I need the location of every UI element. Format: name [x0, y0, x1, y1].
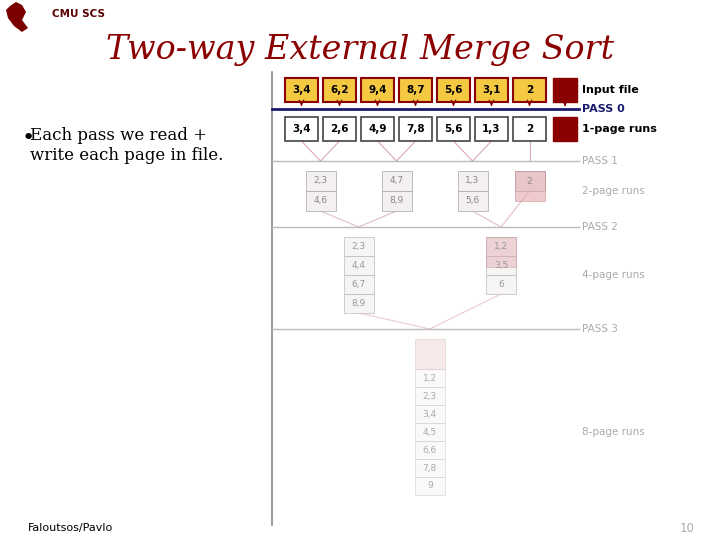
Text: 8,9: 8,9 [390, 197, 404, 206]
Text: 10: 10 [680, 522, 695, 535]
Text: 1-page runs: 1-page runs [582, 124, 657, 134]
Text: 2-page runs: 2-page runs [582, 186, 644, 196]
Text: 9: 9 [427, 482, 433, 490]
Text: 3,4: 3,4 [292, 85, 311, 95]
Text: 8-page runs: 8-page runs [582, 427, 644, 437]
Text: 2,3: 2,3 [351, 242, 366, 251]
Text: 8,7: 8,7 [406, 85, 425, 95]
Bar [415, 387, 445, 405]
Bar [415, 423, 445, 441]
Text: 2,3: 2,3 [423, 392, 437, 401]
Text: 3,1: 3,1 [482, 85, 500, 95]
Bar [553, 117, 577, 141]
Text: Input file: Input file [582, 85, 639, 95]
Bar [475, 117, 508, 141]
Text: 6: 6 [498, 280, 504, 289]
Text: 7,8: 7,8 [423, 463, 437, 472]
Text: 5,6: 5,6 [444, 85, 463, 95]
Text: Faloutsos/Pavlo: Faloutsos/Pavlo [28, 523, 113, 533]
Bar [343, 294, 374, 313]
Bar [486, 237, 516, 256]
Text: 4,5: 4,5 [423, 428, 437, 436]
Bar [415, 405, 445, 423]
Text: 2,6: 2,6 [330, 124, 348, 134]
Text: 4,4: 4,4 [351, 261, 366, 270]
Text: 5,6: 5,6 [465, 197, 480, 206]
Bar [513, 117, 546, 141]
Text: 2,3: 2,3 [313, 177, 328, 186]
Text: 3,5: 3,5 [494, 261, 508, 270]
Bar [553, 78, 577, 102]
Bar [457, 191, 487, 211]
Bar [415, 477, 445, 495]
Bar [305, 171, 336, 191]
Bar [285, 78, 318, 102]
Bar [515, 171, 544, 191]
Text: 3,4: 3,4 [423, 409, 437, 418]
Bar [343, 256, 374, 275]
Bar [382, 171, 412, 191]
Text: 2: 2 [526, 85, 533, 95]
Bar [361, 78, 394, 102]
Bar [486, 256, 516, 275]
Bar [285, 117, 318, 141]
Bar [415, 339, 445, 369]
Text: Two-way External Merge Sort: Two-way External Merge Sort [106, 34, 614, 66]
Bar [513, 78, 546, 102]
Bar [486, 237, 516, 267]
Text: 1,3: 1,3 [482, 124, 500, 134]
Text: PASS 0: PASS 0 [582, 104, 625, 114]
Text: PASS 1: PASS 1 [582, 156, 618, 166]
Text: 8,9: 8,9 [351, 299, 366, 308]
Text: 6,6: 6,6 [423, 446, 437, 455]
Bar [475, 78, 508, 102]
Text: PASS 2: PASS 2 [582, 222, 618, 232]
Text: 2: 2 [527, 177, 532, 186]
Bar [437, 78, 470, 102]
Text: 6,2: 6,2 [330, 85, 348, 95]
Text: 4,9: 4,9 [368, 124, 387, 134]
Bar [343, 275, 374, 294]
Bar [382, 191, 412, 211]
Bar [415, 459, 445, 477]
Bar [323, 117, 356, 141]
Bar [437, 117, 470, 141]
Text: 1,3: 1,3 [465, 177, 480, 186]
Text: 7,8: 7,8 [406, 124, 425, 134]
Bar [361, 117, 394, 141]
Text: 6,7: 6,7 [351, 280, 366, 289]
Bar [515, 171, 544, 201]
Text: 2: 2 [526, 124, 533, 134]
Bar [399, 117, 432, 141]
Text: write each page in file.: write each page in file. [30, 146, 223, 164]
Text: 9,4: 9,4 [368, 85, 387, 95]
Bar [323, 78, 356, 102]
Text: Each pass we read +: Each pass we read + [30, 126, 207, 144]
Bar [415, 441, 445, 459]
Bar [399, 78, 432, 102]
Text: 5,6: 5,6 [444, 124, 463, 134]
Text: 1,2: 1,2 [494, 242, 508, 251]
Text: 3,4: 3,4 [292, 124, 311, 134]
Text: 1,2: 1,2 [423, 374, 437, 382]
Text: 4,7: 4,7 [390, 177, 404, 186]
Polygon shape [6, 2, 28, 32]
Text: 4,6: 4,6 [313, 197, 328, 206]
Text: 4-page runs: 4-page runs [582, 270, 644, 280]
Bar [305, 191, 336, 211]
Bar [343, 237, 374, 256]
Text: •: • [22, 128, 35, 148]
Bar [457, 171, 487, 191]
Bar [415, 369, 445, 387]
Bar [486, 275, 516, 294]
Text: PASS 3: PASS 3 [582, 324, 618, 334]
Text: CMU SCS: CMU SCS [52, 9, 105, 19]
